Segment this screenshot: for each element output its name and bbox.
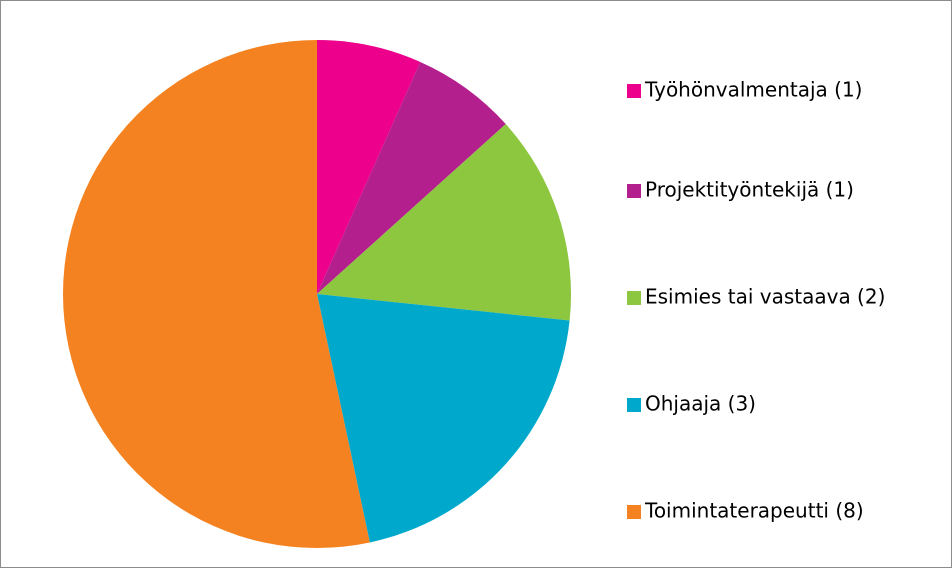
pie-slice	[317, 124, 571, 321]
legend-swatch	[627, 505, 641, 519]
legend-label: Esimies tai vastaava (2)	[645, 285, 885, 309]
pie-slice	[317, 61, 506, 294]
pie-slice	[317, 40, 421, 294]
legend-swatch	[627, 398, 641, 412]
legend-label: Ohjaaja (3)	[645, 392, 756, 416]
legend-label: Toimintaterapeutti (8)	[644, 499, 864, 523]
legend-swatch	[627, 184, 641, 198]
legend-label: Projektityöntekijä (1)	[645, 178, 854, 202]
pie-slice	[317, 294, 570, 543]
legend-swatch	[627, 291, 641, 305]
pie-slice	[62, 40, 370, 549]
legend-label: Työhönvalmentaja (1)	[644, 78, 862, 102]
legend-swatch	[627, 84, 641, 98]
